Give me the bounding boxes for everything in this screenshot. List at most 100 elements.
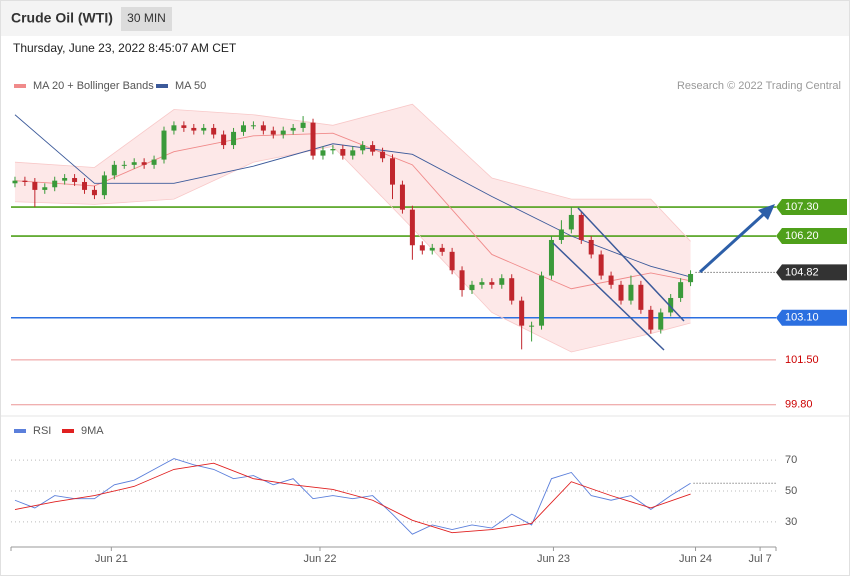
candle-body <box>151 159 157 165</box>
candle-body <box>479 282 485 285</box>
candle-body <box>499 278 505 285</box>
candle-body <box>101 175 107 196</box>
candle-body <box>578 214 584 240</box>
candle-body <box>260 125 266 131</box>
candle-body <box>449 251 455 271</box>
legend-label: 9MA <box>81 425 104 437</box>
candle-body <box>419 245 425 251</box>
candle-body <box>350 150 356 156</box>
legend-swatch <box>62 429 74 433</box>
candle-body <box>62 178 68 181</box>
level-label: 103.10 <box>785 312 819 324</box>
candle-body <box>221 134 227 146</box>
candle-body <box>548 239 554 276</box>
rsi-tick-label: 30 <box>785 516 797 528</box>
channel-line <box>577 207 685 322</box>
candle-body <box>12 180 18 184</box>
candle-body <box>628 284 634 301</box>
candle-body <box>111 164 117 176</box>
level-tag <box>776 264 847 281</box>
channel-line <box>552 242 665 351</box>
candle-body <box>280 130 286 135</box>
candle-body <box>409 209 415 246</box>
legend-label: MA 50 <box>175 80 206 92</box>
candle-body <box>588 239 594 255</box>
candle-body <box>91 189 97 196</box>
candle-body <box>161 130 167 160</box>
candle-body <box>370 145 376 152</box>
candle-body <box>439 247 445 252</box>
x-tick-label: Jul 7 <box>748 553 771 565</box>
candle-body <box>270 130 276 135</box>
candle-body <box>509 278 515 301</box>
candle-body <box>32 181 38 190</box>
candle-body <box>658 312 664 330</box>
rsi-tick-label: 70 <box>785 454 797 466</box>
level-label: 101.50 <box>785 354 819 366</box>
credit: Research © 2022 Trading Central <box>677 80 841 92</box>
candle-body <box>360 145 366 151</box>
level-tag <box>776 309 847 326</box>
candle-body <box>648 309 654 330</box>
candle-body <box>231 131 237 146</box>
x-tick-label: Jun 21 <box>95 553 128 565</box>
legend-swatch <box>14 84 26 88</box>
bollinger-band <box>14 104 691 353</box>
legend-label: MA 20 + Bollinger Bands <box>33 80 154 92</box>
candle-body <box>340 149 346 156</box>
legend-label: RSI <box>33 425 51 437</box>
candle-body <box>22 180 28 182</box>
rsi-line <box>14 462 691 534</box>
interval: 30 MIN <box>127 11 166 25</box>
candle-body <box>688 273 694 283</box>
candle-body <box>539 275 545 326</box>
candle-body <box>598 254 604 276</box>
level-tag <box>776 199 847 216</box>
level-label: 99.80 <box>785 399 813 411</box>
subtitle: Thursday, June 23, 2022 8:45:07 AM CET <box>13 41 237 55</box>
candle-body <box>608 275 614 285</box>
candle-body <box>290 127 296 131</box>
candle-body <box>380 151 386 159</box>
candle-body <box>519 300 525 326</box>
chart-title: Crude Oil (WTI) <box>11 10 113 26</box>
band-edge <box>14 103 691 242</box>
forecast-arrowhead <box>758 204 775 220</box>
candle-body <box>558 229 564 240</box>
candle-body <box>638 284 644 310</box>
forecast-arrow <box>698 211 767 274</box>
candle-body <box>141 162 147 165</box>
rsi-tick-label: 50 <box>785 485 797 497</box>
candle-body <box>52 180 58 188</box>
candle-body <box>320 150 326 156</box>
level-label: 106.20 <box>785 230 819 242</box>
rsi-line <box>14 458 691 535</box>
candle-body <box>131 162 137 165</box>
candle-body <box>429 247 435 251</box>
candle-body <box>489 282 495 285</box>
candle-body <box>42 187 48 190</box>
candle-body <box>529 325 535 327</box>
candle-body <box>201 127 207 131</box>
level-tag <box>776 228 847 245</box>
level-label: 104.82 <box>785 266 819 278</box>
candle-body <box>82 181 88 190</box>
candle-body <box>330 149 336 151</box>
candle-body <box>191 127 197 131</box>
candle-body <box>310 122 316 156</box>
level-label: 107.30 <box>785 201 819 213</box>
candle-body <box>171 125 177 131</box>
candle-body <box>250 125 256 127</box>
candle-body <box>459 270 465 291</box>
candle-body <box>399 184 405 210</box>
band-edge <box>14 145 691 353</box>
candle-body <box>568 214 574 230</box>
candle-body <box>390 158 396 185</box>
candle-body <box>240 125 246 132</box>
x-tick-label: Jun 24 <box>679 553 712 565</box>
candle-body <box>211 127 217 135</box>
candle-body <box>678 282 684 298</box>
